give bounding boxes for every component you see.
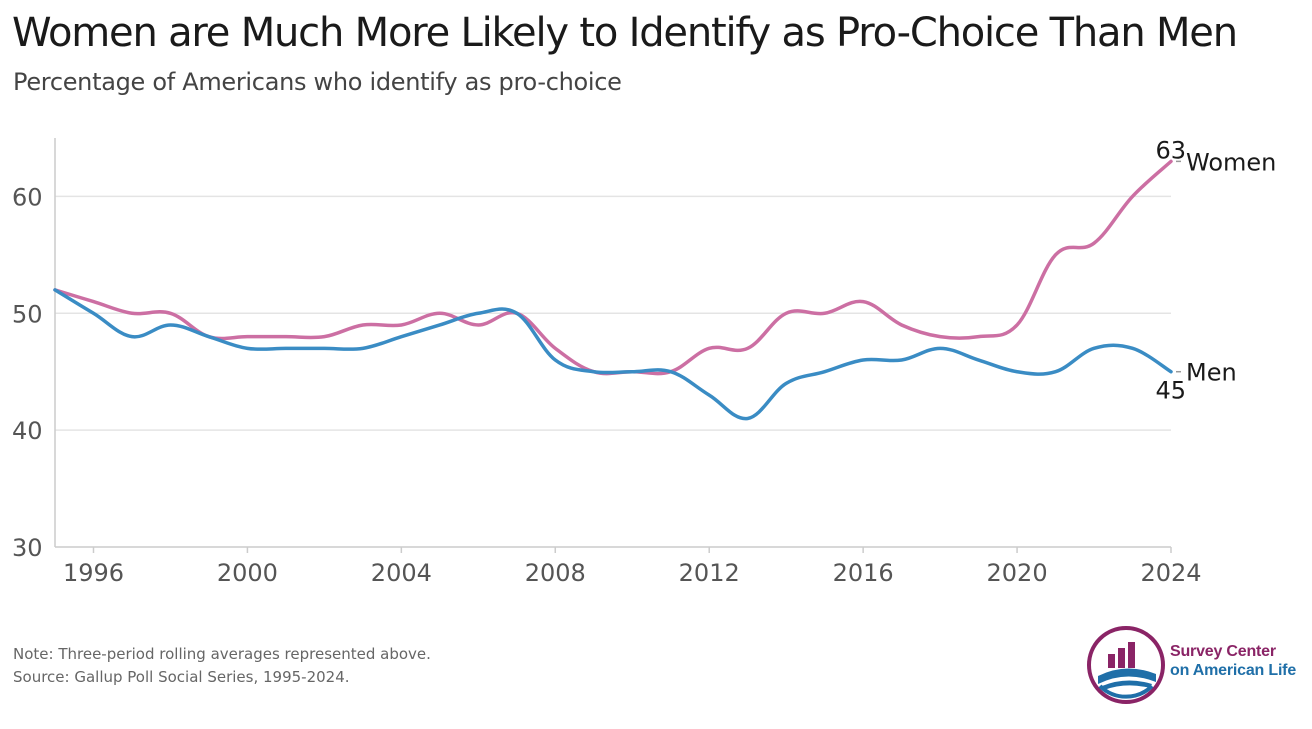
logo-line-2: on American Life — [1170, 662, 1297, 679]
y-tick-label: 40 — [12, 417, 43, 445]
x-tick-label: 1996 — [63, 559, 124, 587]
axes — [54, 138, 1172, 553]
x-tick-label: 2008 — [525, 559, 586, 587]
x-tick-label: 2012 — [679, 559, 740, 587]
logo-wordmark: Survey Center on American Life — [1170, 642, 1296, 680]
gridlines — [55, 195, 1171, 431]
end-value-label-men: 45 — [1155, 377, 1186, 405]
series-name-label-men: Men — [1186, 359, 1237, 387]
y-tick-label: 30 — [12, 534, 43, 562]
x-tick-label: 2020 — [987, 559, 1048, 587]
logo-emblem-icon — [1087, 626, 1165, 704]
chart-note: Note: Three-period rolling averages repr… — [13, 645, 431, 663]
x-tick-label: 2016 — [833, 559, 894, 587]
labels: 30 40 50 60 1996 2000 2004 2008 2012 2016 2020 2024… — [12, 136, 1276, 587]
series-lines — [53, 159, 1173, 421]
chart-title: Women are Much More Likely to Identify a… — [12, 10, 1238, 56]
x-tick-label: 2004 — [371, 559, 432, 587]
x-tick-label: 2000 — [217, 559, 278, 587]
chart-subtitle: Percentage of Americans who identify as … — [13, 68, 622, 96]
x-tick-label: 2024 — [1140, 559, 1201, 587]
series-name-label-women: Women — [1186, 148, 1276, 176]
survey-center-logo: Survey Center on American Life — [1086, 624, 1302, 706]
y-tick-label: 50 — [12, 300, 43, 328]
logo-line-1: Survey Center — [1170, 643, 1276, 660]
series-line-men — [53, 288, 1173, 421]
chart-source: Source: Gallup Poll Social Series, 1995-… — [13, 668, 350, 686]
end-value-label-women: 63 — [1155, 136, 1186, 164]
y-tick-label: 60 — [12, 183, 43, 211]
